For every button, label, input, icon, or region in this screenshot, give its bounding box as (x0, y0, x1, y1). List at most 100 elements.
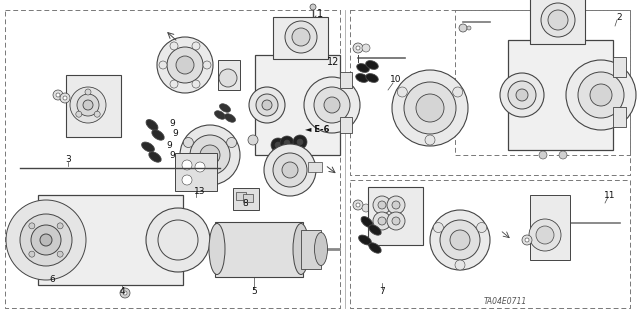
Circle shape (280, 136, 294, 150)
Circle shape (227, 137, 237, 147)
Ellipse shape (209, 224, 225, 275)
Circle shape (293, 148, 307, 162)
Circle shape (176, 56, 194, 74)
Circle shape (387, 212, 405, 230)
Bar (613, 107, 626, 127)
Bar (340, 72, 352, 88)
Circle shape (292, 28, 310, 46)
Text: 6: 6 (49, 276, 55, 285)
Circle shape (273, 153, 307, 187)
Circle shape (314, 87, 350, 123)
Circle shape (467, 26, 471, 30)
Circle shape (57, 251, 63, 257)
Text: 1: 1 (317, 9, 323, 19)
Circle shape (297, 152, 303, 158)
Text: 10: 10 (390, 76, 402, 85)
Ellipse shape (214, 111, 225, 119)
Circle shape (297, 139, 303, 145)
Text: 5: 5 (251, 287, 257, 296)
Circle shape (378, 201, 386, 209)
Circle shape (373, 196, 391, 214)
Circle shape (310, 4, 316, 10)
Circle shape (6, 200, 86, 280)
Ellipse shape (365, 61, 378, 69)
Circle shape (430, 210, 490, 270)
Circle shape (356, 46, 360, 50)
Text: 4: 4 (119, 287, 125, 296)
Circle shape (525, 238, 529, 242)
Circle shape (541, 3, 575, 37)
Circle shape (264, 144, 316, 196)
Ellipse shape (141, 142, 154, 152)
Circle shape (450, 230, 470, 250)
Circle shape (522, 235, 532, 245)
Ellipse shape (152, 130, 164, 140)
Circle shape (440, 220, 480, 260)
Ellipse shape (369, 243, 381, 253)
Text: 2: 2 (616, 13, 622, 23)
Ellipse shape (293, 224, 309, 275)
Circle shape (378, 217, 386, 225)
Ellipse shape (220, 104, 230, 112)
Ellipse shape (365, 74, 378, 82)
Circle shape (192, 42, 200, 50)
Circle shape (425, 135, 435, 145)
Text: 9: 9 (172, 129, 178, 137)
Text: 8: 8 (242, 199, 248, 209)
Circle shape (539, 151, 547, 159)
Circle shape (159, 61, 167, 69)
Circle shape (167, 47, 203, 83)
Circle shape (455, 260, 465, 270)
Circle shape (256, 94, 278, 116)
Bar (613, 57, 626, 77)
Circle shape (285, 21, 317, 53)
Circle shape (70, 87, 106, 123)
Bar (340, 117, 352, 133)
Circle shape (195, 162, 205, 172)
Text: 7: 7 (379, 287, 385, 296)
Circle shape (271, 148, 285, 162)
Bar (308, 162, 322, 172)
Circle shape (182, 160, 192, 170)
Circle shape (275, 142, 281, 148)
Circle shape (146, 208, 210, 272)
Bar (530, 0, 585, 44)
Circle shape (304, 77, 360, 133)
Bar (273, 17, 328, 59)
Circle shape (57, 223, 63, 229)
Circle shape (31, 225, 61, 255)
Circle shape (416, 94, 444, 122)
Circle shape (282, 162, 298, 178)
Ellipse shape (369, 225, 381, 235)
Circle shape (566, 60, 636, 130)
Bar (38, 195, 183, 285)
Circle shape (362, 44, 370, 52)
Circle shape (60, 93, 70, 103)
Circle shape (508, 81, 536, 109)
Ellipse shape (149, 152, 161, 162)
Circle shape (392, 217, 400, 225)
Bar (215, 222, 303, 277)
Circle shape (53, 90, 63, 100)
Bar (175, 153, 217, 191)
Text: 3: 3 (65, 155, 71, 165)
Circle shape (271, 138, 285, 152)
Circle shape (262, 100, 272, 110)
Circle shape (559, 151, 567, 159)
Circle shape (205, 175, 215, 185)
Bar (66, 75, 121, 137)
Circle shape (157, 37, 213, 93)
Circle shape (183, 137, 193, 147)
Circle shape (293, 135, 307, 149)
Bar (530, 195, 570, 260)
Text: 11: 11 (604, 190, 616, 199)
Circle shape (548, 10, 568, 30)
Ellipse shape (361, 217, 373, 227)
Circle shape (284, 152, 290, 158)
Circle shape (373, 212, 391, 230)
Circle shape (324, 97, 340, 113)
Circle shape (40, 234, 52, 246)
Text: 9: 9 (169, 151, 175, 160)
Circle shape (56, 93, 60, 97)
Ellipse shape (225, 114, 236, 122)
